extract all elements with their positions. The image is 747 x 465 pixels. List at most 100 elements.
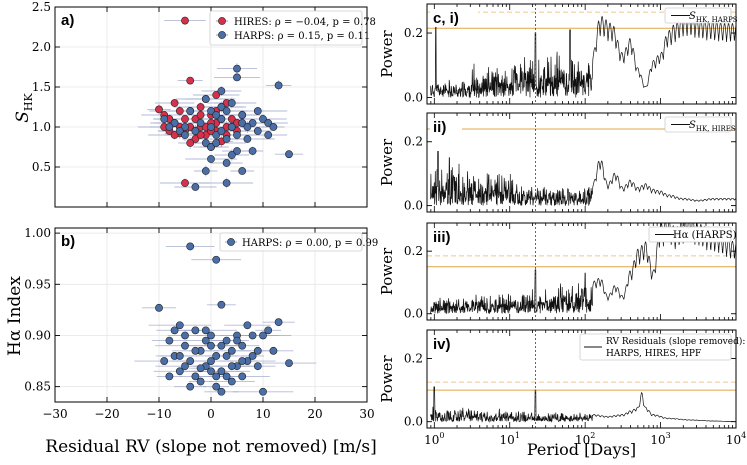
data-point-hires [181, 179, 189, 187]
data-point-harps [238, 372, 247, 381]
panel-label-bg [430, 9, 478, 27]
data-point-harps [264, 326, 273, 335]
data-point-harps [264, 131, 273, 139]
data-point-harps [170, 119, 179, 127]
legend: HIRES: ρ = −0.04, p = 0.78 HARPS: ρ = 0.1… [209, 10, 376, 46]
periodogram-line [430, 223, 736, 314]
data-point-harps [165, 372, 174, 381]
x-tick-base: 10 [424, 433, 439, 447]
data-point-harps [212, 111, 221, 119]
y-tick-label: 0.0 [404, 91, 423, 105]
data-point-harps [264, 119, 273, 127]
data-point-harps [181, 331, 189, 340]
data-point-hires [212, 91, 221, 99]
legend-box [219, 232, 363, 252]
legend-marker-harps [218, 31, 226, 39]
data-point-harps [238, 167, 247, 175]
data-point-harps [253, 127, 262, 135]
data-point-harps [175, 367, 184, 376]
data-point-harps [196, 119, 205, 127]
data-point-harps [191, 326, 200, 335]
data-point-harps [186, 242, 195, 251]
x-tick-exponent: 1 [515, 431, 520, 440]
data-point-harps [165, 123, 174, 131]
data-point-harps [217, 127, 226, 135]
panel-label: iii) [433, 229, 451, 246]
legend-box [209, 10, 363, 46]
data-point-harps [201, 326, 210, 335]
x-tick-label: 30 [359, 407, 374, 421]
legend-label-sub: HK, HIRES [696, 125, 736, 133]
data-point-harps [243, 135, 252, 143]
legend-box [579, 333, 732, 361]
data-point-harps [269, 123, 278, 131]
periodogram-line [430, 386, 736, 424]
data-point-harps [181, 131, 189, 139]
data-point-harps [233, 131, 241, 139]
legend: SHK, HIRES [664, 116, 736, 133]
y-tick-label: 0.2 [404, 351, 423, 365]
data-point-harps [269, 346, 278, 355]
legend: Hα (HARPS) [648, 226, 737, 243]
data-point-harps [186, 382, 195, 391]
x-tick-label: 102 [575, 431, 595, 447]
data-point-harps [175, 352, 184, 360]
data-point-harps [253, 346, 262, 355]
data-point-hires [196, 131, 205, 139]
data-point-harps [207, 155, 215, 163]
y-tick-label: 0.0 [404, 307, 423, 321]
periodogram-line [430, 150, 736, 207]
data-point-harps [238, 357, 247, 365]
data-point-harps [222, 352, 231, 360]
data-point-harps [175, 321, 184, 330]
legend-label-sub: HK, HARPS [696, 16, 738, 24]
legend-label: HARPS: ρ = 0.00, p = 0.99 [242, 238, 378, 249]
data-point-harps [170, 326, 179, 335]
legend: HARPS: ρ = 0.00, p = 0.99 [219, 232, 378, 252]
data-point-harps [212, 255, 221, 264]
scatter-panel-b: 0.85 0.90 0.95 1.00 −30 −20 −10 0 10 20 30 b) HARPS:… [24, 226, 378, 421]
x-axis-label: Period [Days] [527, 440, 636, 459]
data-point-harps [233, 147, 241, 155]
data-point-harps [274, 81, 283, 90]
data-point-harps [227, 151, 236, 159]
panel-label: c, i) [433, 10, 459, 27]
legend-label: HIRES: ρ = −0.04, p = 0.78 [234, 17, 376, 28]
legend-label: RV Residuals (slope removed): [606, 336, 745, 347]
data-point-harps [181, 362, 189, 371]
panel-label: a) [61, 12, 74, 29]
data-point-harps [217, 367, 226, 376]
data-point-hires [186, 139, 195, 147]
y-axis-label: Power [378, 138, 396, 186]
y-axis-label: Power [378, 29, 396, 77]
data-point-harps [243, 321, 252, 330]
legend-marker-hires [218, 17, 226, 25]
y-axis-label-shk: SHK [13, 92, 35, 122]
data-point-harps [191, 183, 200, 191]
x-tick-base: 10 [575, 433, 590, 447]
y-axis-label-halpha: Hα Index [5, 276, 25, 356]
data-point-harps [196, 377, 205, 386]
x-tick-label: 20 [307, 407, 322, 421]
data-point-harps [212, 352, 221, 360]
legend-marker-harps [227, 238, 235, 246]
data-point-harps [253, 107, 262, 115]
data-point-harps [217, 300, 226, 309]
data-point-harps [186, 107, 195, 115]
y-tick-label: 0.2 [404, 244, 423, 258]
panel-label: b) [61, 233, 75, 250]
data-point-harps [233, 336, 241, 345]
scatter-panel-a: 0.5 1.0 1.5 2.0 2.5 a) HIRES: ρ = −0.04, p = 0… [32, 0, 376, 208]
data-point-harps [222, 107, 231, 115]
data-point-harps [201, 95, 210, 103]
data-point-harps [253, 362, 262, 371]
legend-label: Hα (HARPS) [673, 230, 737, 241]
data-point-hires [170, 131, 179, 139]
data-point-harps [160, 115, 169, 123]
y-tick-label: 0.95 [24, 277, 51, 291]
data-point-harps [217, 115, 226, 123]
periodogram-panel-d: 0.0 0.2 Power ii) [378, 112, 737, 213]
data-point-hires [191, 135, 200, 143]
data-point-harps [248, 119, 257, 127]
